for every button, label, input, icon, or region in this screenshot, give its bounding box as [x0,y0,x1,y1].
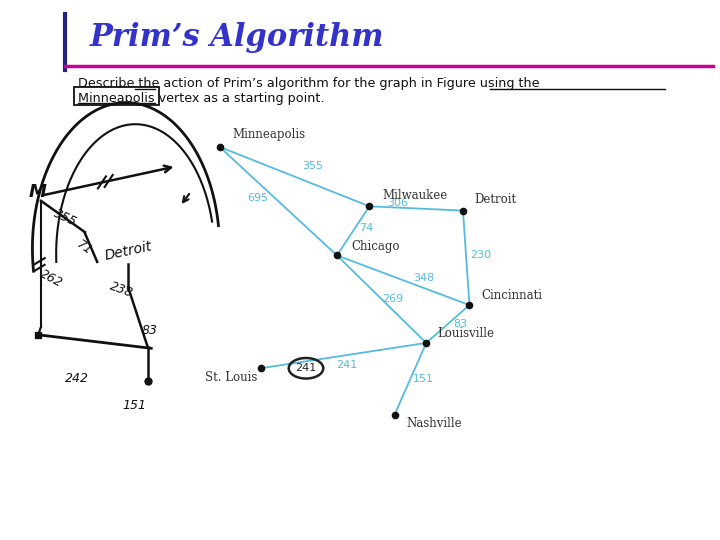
Text: 695: 695 [248,193,269,204]
Text: Louisville: Louisville [438,327,495,340]
Text: Minneapolis: Minneapolis [233,129,306,141]
Text: 151: 151 [413,374,434,384]
Text: Describe the action of Prim’s algorithm for the graph in Figure using the: Describe the action of Prim’s algorithm … [78,77,539,90]
Text: Prim’s Algorithm: Prim’s Algorithm [90,22,384,53]
Text: St. Louis: St. Louis [204,371,257,384]
Text: Chicago: Chicago [351,240,400,253]
Text: 306: 306 [387,198,409,208]
Text: Detroit: Detroit [474,193,517,206]
Text: 348: 348 [413,273,434,282]
Text: 71: 71 [74,238,95,258]
Text: 151: 151 [122,399,146,412]
Text: 269: 269 [382,294,404,304]
Text: Minneapolis vertex as a starting point.: Minneapolis vertex as a starting point. [78,92,325,105]
Text: Detroit: Detroit [103,240,153,264]
Text: 241: 241 [336,360,358,370]
Text: 355: 355 [52,207,79,229]
Text: 241: 241 [295,363,317,373]
Text: Cincinnati: Cincinnati [481,289,542,302]
Text: Nashville: Nashville [406,417,462,430]
Text: 83: 83 [454,319,468,329]
Text: Milwaukee: Milwaukee [382,189,448,202]
Text: 83: 83 [141,323,157,337]
Text: 230: 230 [470,250,491,260]
Text: 74: 74 [359,223,373,233]
Text: 262: 262 [37,267,65,291]
Text: M: M [29,183,47,201]
Text: 355: 355 [302,161,323,171]
Text: 238: 238 [108,280,135,300]
Text: 242: 242 [65,372,89,386]
